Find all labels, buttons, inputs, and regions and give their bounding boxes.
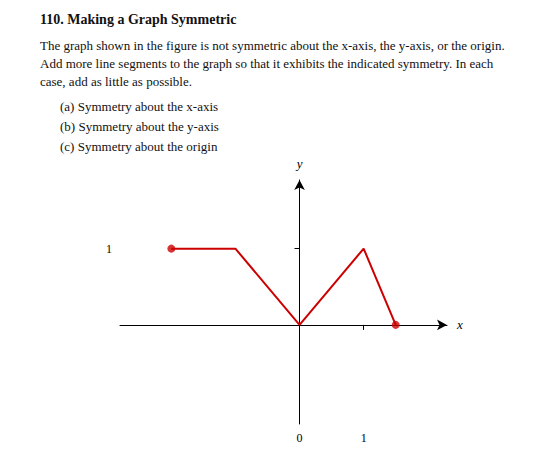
svg-text:(a) Symmetry about the x-axis: (a) Symmetry about the x-axis xyxy=(60,99,218,114)
svg-text:(b) Symmetry about the y-axis: (b) Symmetry about the y-axis xyxy=(60,119,219,134)
svg-text:1: 1 xyxy=(361,431,367,445)
svg-text:1: 1 xyxy=(106,242,112,256)
svg-text:Add more line segments to the: Add more line segments to the graph so t… xyxy=(40,56,497,71)
svg-text:(c) Symmetry about the origin: (c) Symmetry about the origin xyxy=(60,139,218,154)
svg-text:x: x xyxy=(456,317,463,332)
svg-text:110. Making a Graph Symmetric: 110. Making a Graph Symmetric xyxy=(40,12,236,27)
svg-text:case, add as little as possibl: case, add as little as possible. xyxy=(40,74,192,89)
svg-text:y: y xyxy=(295,156,303,171)
svg-text:The graph shown in the figure: The graph shown in the figure is not sym… xyxy=(40,38,508,53)
svg-text:0: 0 xyxy=(297,431,303,445)
